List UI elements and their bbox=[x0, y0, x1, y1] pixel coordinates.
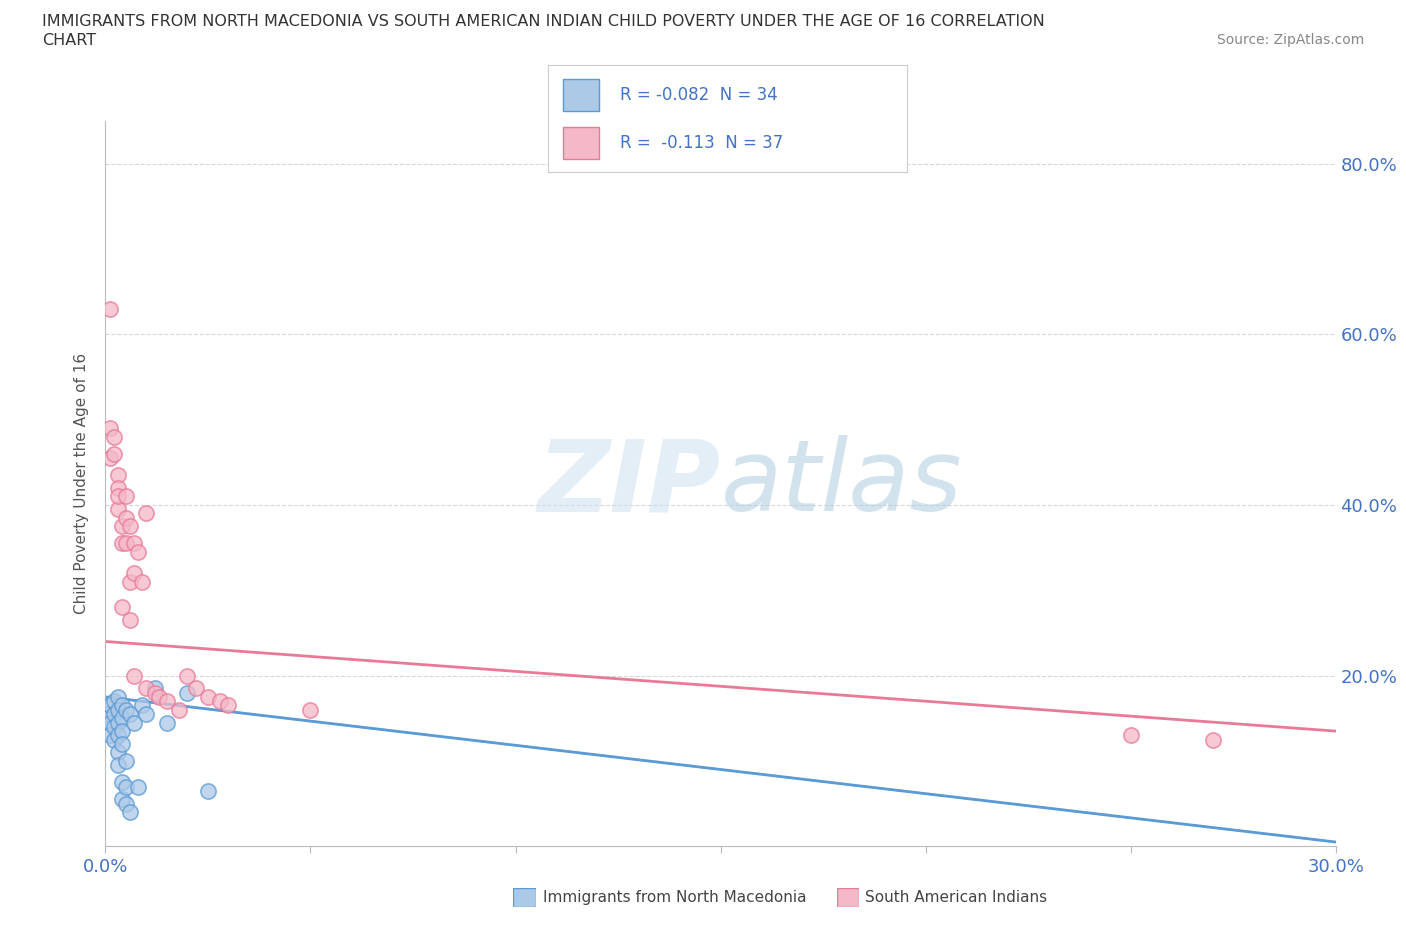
Point bbox=[111, 711, 134, 725]
Text: CHART: CHART bbox=[42, 33, 96, 48]
Point bbox=[156, 715, 179, 730]
Point bbox=[94, 707, 117, 722]
Point bbox=[131, 575, 153, 590]
Text: R = -0.082  N = 34: R = -0.082 N = 34 bbox=[620, 86, 778, 104]
Point bbox=[115, 796, 138, 811]
Point bbox=[218, 698, 240, 713]
Point bbox=[115, 753, 138, 768]
Point bbox=[122, 536, 145, 551]
Point bbox=[98, 301, 121, 316]
Point bbox=[135, 506, 157, 521]
Point bbox=[299, 702, 322, 717]
Point bbox=[1202, 732, 1225, 747]
Point bbox=[107, 728, 129, 743]
Point bbox=[98, 715, 121, 730]
Point bbox=[111, 519, 134, 534]
Text: South American Indians: South American Indians bbox=[865, 890, 1047, 905]
Text: R =  -0.113  N = 37: R = -0.113 N = 37 bbox=[620, 134, 783, 153]
Point bbox=[176, 668, 198, 683]
Point bbox=[98, 420, 121, 435]
Point bbox=[111, 775, 134, 790]
Point bbox=[103, 720, 125, 735]
Point bbox=[103, 446, 125, 461]
Point bbox=[115, 536, 138, 551]
Point bbox=[115, 511, 138, 525]
Point bbox=[107, 715, 129, 730]
Text: Source: ZipAtlas.com: Source: ZipAtlas.com bbox=[1216, 33, 1364, 47]
Point bbox=[111, 698, 134, 713]
Point bbox=[103, 707, 125, 722]
Point bbox=[111, 600, 134, 615]
Point bbox=[107, 489, 129, 504]
Point bbox=[209, 694, 232, 709]
FancyBboxPatch shape bbox=[837, 888, 859, 907]
Point bbox=[184, 681, 207, 696]
Point bbox=[115, 779, 138, 794]
Point bbox=[107, 481, 129, 496]
Point bbox=[120, 613, 141, 628]
Point bbox=[169, 702, 191, 717]
Point bbox=[107, 745, 129, 760]
Point bbox=[115, 702, 138, 717]
Point bbox=[120, 707, 141, 722]
Point bbox=[131, 698, 153, 713]
Point bbox=[98, 698, 121, 713]
Point bbox=[156, 694, 179, 709]
Point bbox=[120, 575, 141, 590]
Point bbox=[122, 715, 145, 730]
Point bbox=[115, 489, 138, 504]
Point bbox=[107, 502, 129, 517]
Point bbox=[197, 783, 219, 798]
Point bbox=[122, 668, 145, 683]
Point bbox=[107, 468, 129, 483]
FancyBboxPatch shape bbox=[562, 127, 599, 159]
Point bbox=[107, 689, 129, 704]
Text: IMMIGRANTS FROM NORTH MACEDONIA VS SOUTH AMERICAN INDIAN CHILD POVERTY UNDER THE: IMMIGRANTS FROM NORTH MACEDONIA VS SOUTH… bbox=[42, 14, 1045, 29]
Point bbox=[111, 724, 134, 738]
Point bbox=[103, 732, 125, 747]
Point bbox=[135, 681, 157, 696]
Point bbox=[122, 565, 145, 580]
Point bbox=[120, 804, 141, 819]
Point bbox=[120, 519, 141, 534]
Point bbox=[127, 544, 149, 559]
Point bbox=[107, 702, 129, 717]
Y-axis label: Child Poverty Under the Age of 16: Child Poverty Under the Age of 16 bbox=[75, 353, 90, 614]
Point bbox=[98, 728, 121, 743]
Point bbox=[111, 737, 134, 751]
Text: ZIP: ZIP bbox=[537, 435, 721, 532]
Point bbox=[107, 758, 129, 773]
Point bbox=[103, 430, 125, 445]
Point bbox=[1119, 728, 1142, 743]
Point bbox=[143, 685, 166, 700]
Point bbox=[143, 681, 166, 696]
Point bbox=[98, 450, 121, 465]
FancyBboxPatch shape bbox=[562, 79, 599, 111]
Point bbox=[197, 689, 219, 704]
FancyBboxPatch shape bbox=[513, 888, 536, 907]
Text: atlas: atlas bbox=[721, 435, 962, 532]
Text: Immigrants from North Macedonia: Immigrants from North Macedonia bbox=[543, 890, 806, 905]
Point bbox=[135, 707, 157, 722]
Point bbox=[103, 694, 125, 709]
Point bbox=[111, 792, 134, 807]
Point bbox=[148, 689, 170, 704]
Point bbox=[176, 685, 198, 700]
Point bbox=[127, 779, 149, 794]
Point bbox=[111, 536, 134, 551]
